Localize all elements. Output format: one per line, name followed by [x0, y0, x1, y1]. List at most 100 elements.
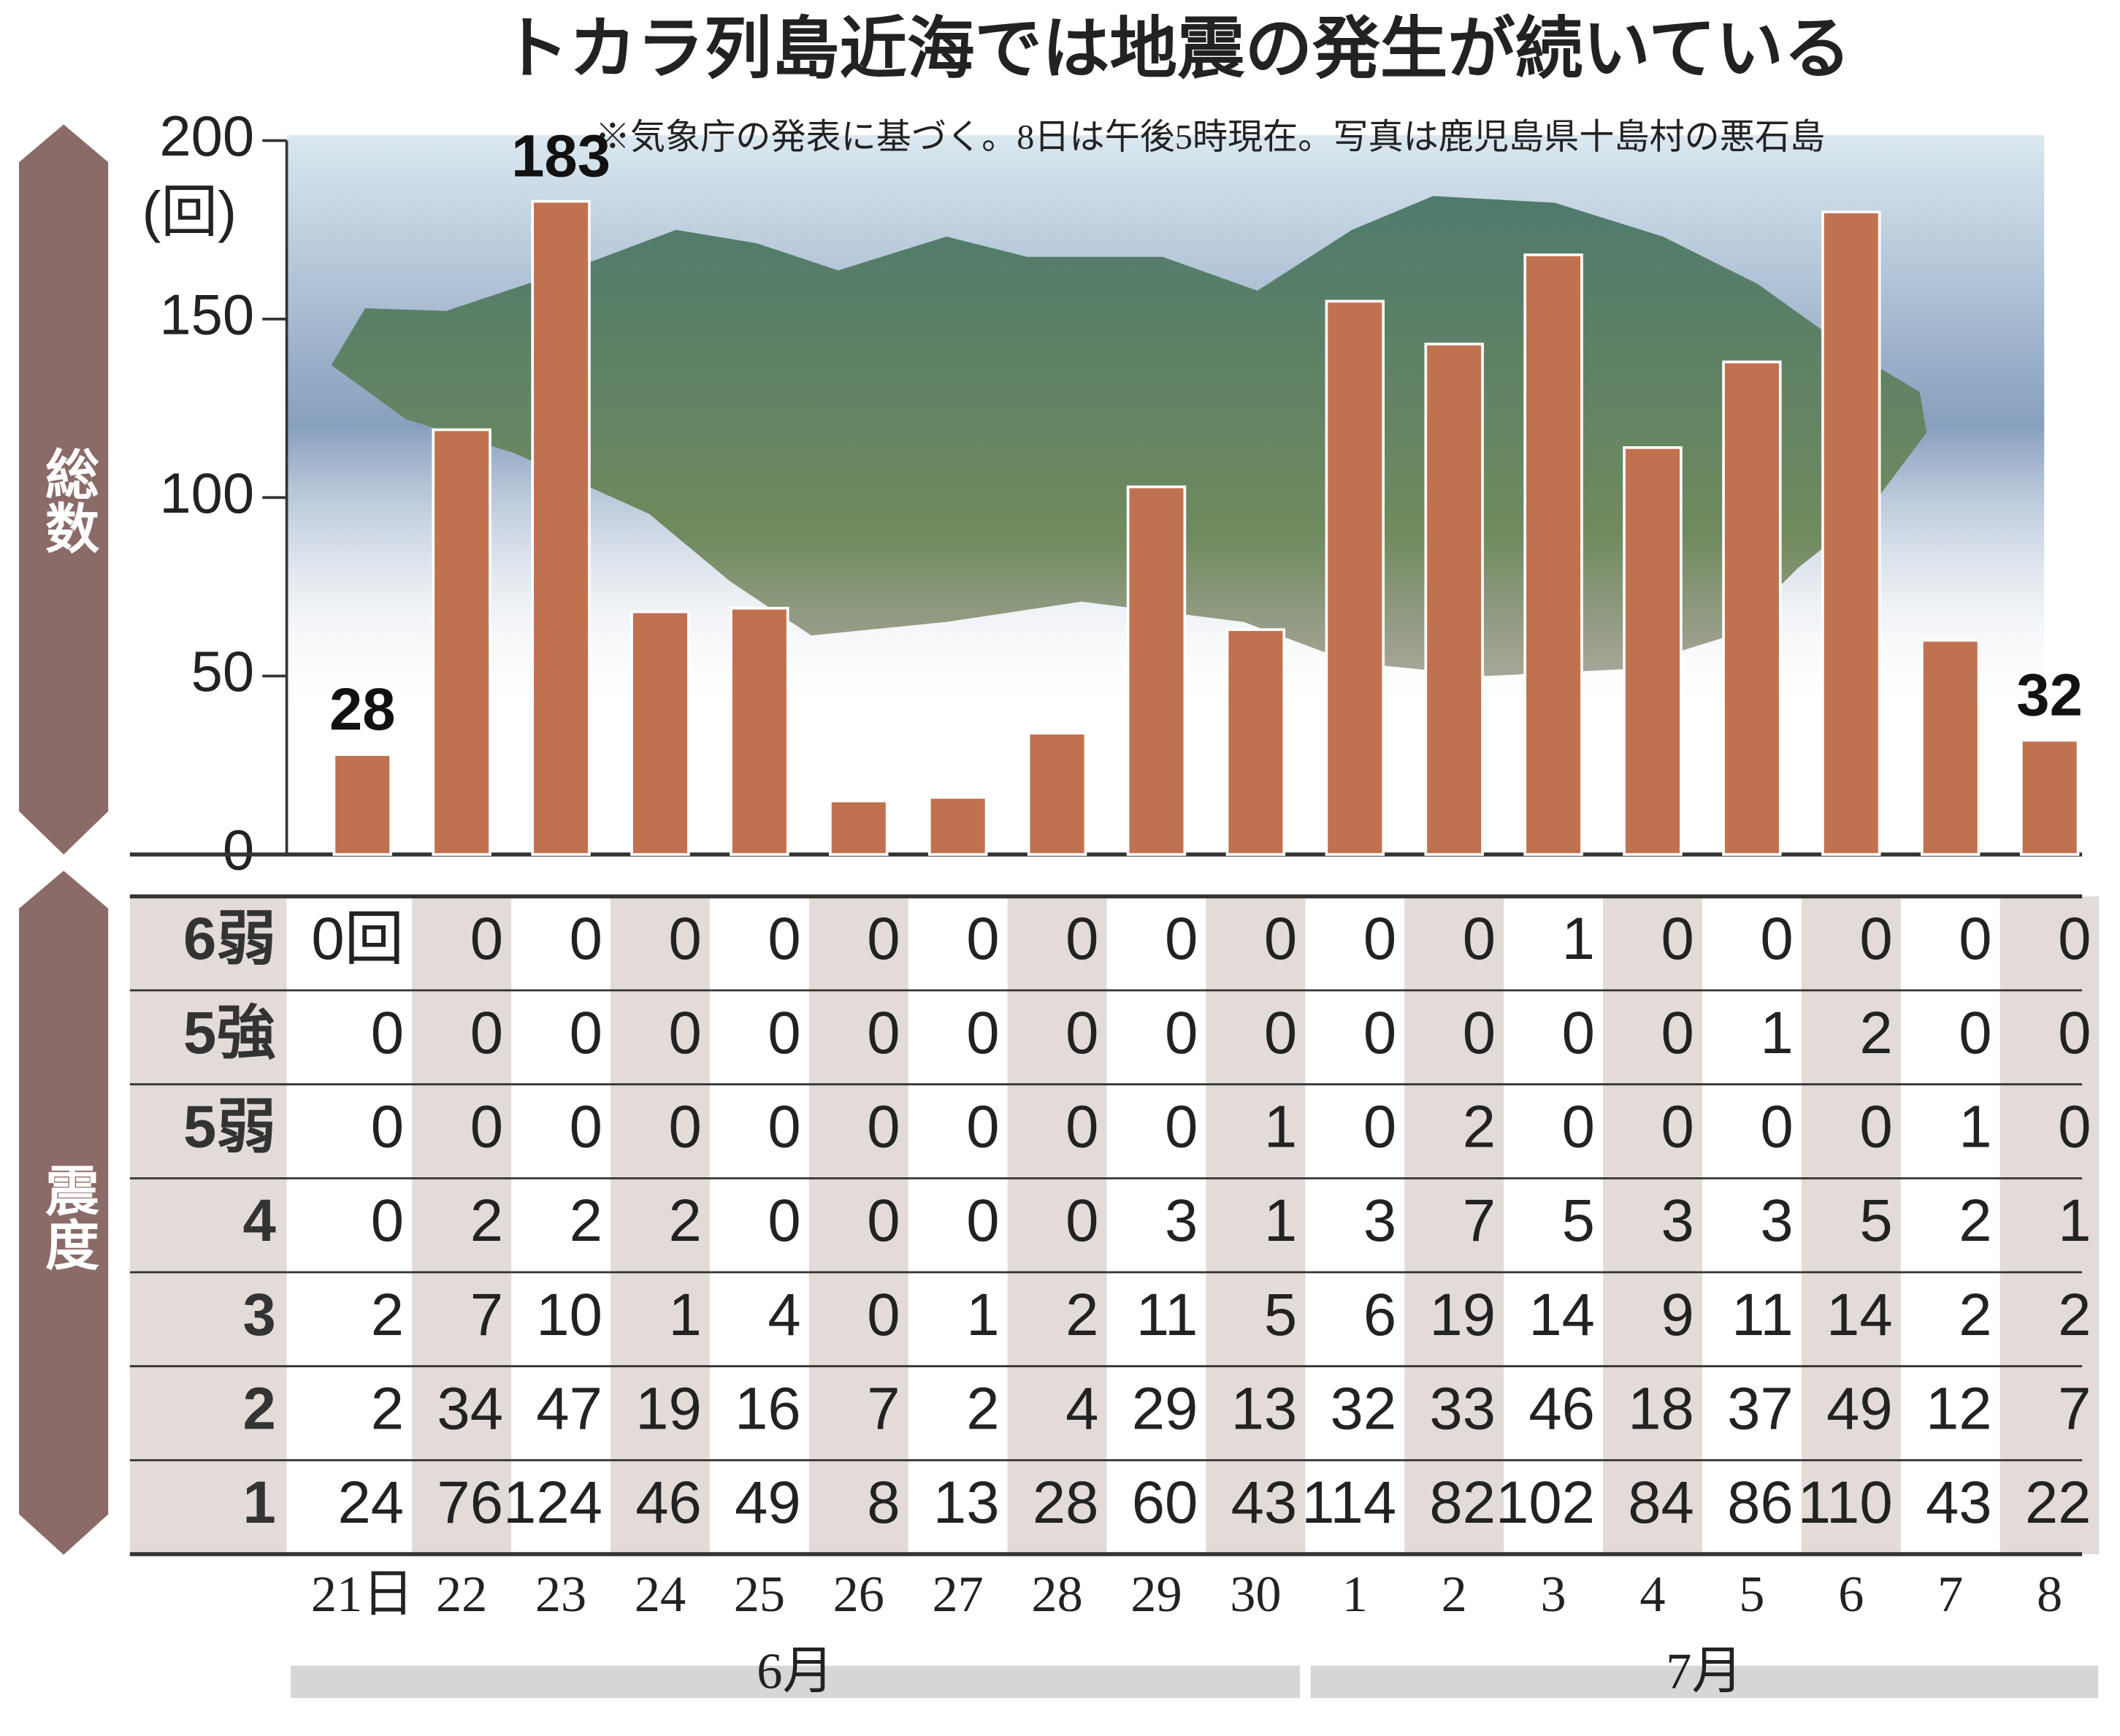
table-cell: 0: [1065, 906, 1098, 972]
table-cell: 0: [470, 1000, 503, 1066]
month-band: [1310, 1665, 2099, 1699]
row-label: 5弱: [183, 1094, 276, 1160]
table-cell: 12: [1926, 1376, 1992, 1442]
month-label: 7月: [1666, 1643, 1743, 1700]
table-cell: 102: [1496, 1469, 1595, 1536]
table-cell: 0: [470, 1094, 503, 1160]
table-cell: 13: [933, 1469, 1000, 1536]
table-cell: 0: [867, 906, 900, 972]
bar: [1325, 299, 1385, 856]
x-tick-label: 3: [1541, 1566, 1566, 1623]
table-cell: 7: [867, 1376, 900, 1442]
bar: [1523, 253, 1583, 856]
bar: [332, 753, 392, 856]
table-cell: 0: [1165, 1094, 1198, 1160]
x-tick-label: 30: [1230, 1566, 1281, 1623]
table-cell: 1: [1959, 1094, 1991, 1160]
table-cell: 0: [1463, 1000, 1496, 1066]
bar: [1027, 731, 1087, 856]
table-cell: 3: [1661, 1188, 1694, 1254]
table-cell: 0: [371, 1094, 404, 1160]
table-cell: 1: [1264, 1094, 1297, 1160]
x-tick-label: 7: [1937, 1566, 1963, 1623]
x-tick-label: 5: [1739, 1566, 1764, 1623]
bar: [730, 606, 789, 856]
row-label: 4: [242, 1188, 275, 1254]
table-col-bg: [1007, 896, 1107, 1555]
table-cell: 0: [1959, 1000, 1991, 1066]
table-cell: 0: [570, 906, 602, 972]
table-cell: 11: [1731, 1282, 1794, 1348]
table-cell: 1: [2058, 1188, 2091, 1254]
table-cell: 43: [1231, 1469, 1298, 1536]
table-cell: 3: [1165, 1188, 1198, 1254]
table-cell: 9: [1661, 1282, 1694, 1348]
table-cell: 7: [470, 1282, 503, 1348]
y-axis-label: 総数: [38, 446, 99, 554]
table-cell: 14: [1528, 1282, 1595, 1348]
table-cell: 49: [1826, 1376, 1893, 1442]
bar: [1920, 638, 1981, 856]
table-cell: 13: [1231, 1376, 1298, 1442]
row-label: 2: [242, 1376, 275, 1442]
table-cell: 2: [570, 1188, 602, 1254]
table-cell: 0: [768, 1000, 800, 1066]
table-cell: 2: [371, 1282, 404, 1348]
table-cell: 0: [867, 1000, 900, 1066]
table-col-bg: [611, 896, 710, 1555]
table-cell: 0: [1165, 906, 1198, 972]
table-cell: 0: [1760, 906, 1793, 972]
table-cell: 4: [768, 1282, 800, 1348]
bar: [1722, 360, 1782, 856]
table-cell: 0: [1661, 1000, 1694, 1066]
table-cell: 0: [768, 906, 800, 972]
table-cell: 5: [1562, 1188, 1595, 1254]
table-cell: 47: [536, 1376, 602, 1442]
bar: [1225, 628, 1286, 856]
x-tick-label: 6: [1838, 1566, 1864, 1623]
table-cell: 24: [338, 1469, 405, 1536]
table-cell: 2: [1959, 1188, 1991, 1254]
x-tick-label: 27: [933, 1566, 984, 1623]
x-tick-label: 22: [436, 1566, 487, 1623]
bar: [829, 799, 889, 856]
table-cell: 0: [2058, 1000, 2091, 1066]
table-cell: 7: [2058, 1376, 2091, 1442]
table-cell: 49: [735, 1469, 801, 1536]
table-cell: 114: [1301, 1469, 1396, 1536]
table-col-bg: [808, 896, 908, 1555]
table-cell: 86: [1727, 1469, 1794, 1536]
table-cell: 2: [1959, 1282, 1991, 1348]
table-cell: 0: [669, 906, 702, 972]
table-cell: 0: [1463, 906, 1496, 972]
table-cell: 16: [735, 1376, 801, 1442]
table-col-bg: [412, 896, 512, 1555]
bar: [2019, 738, 2080, 856]
table-cell: 32: [1331, 1376, 1397, 1442]
table-cell: 0: [1661, 906, 1694, 972]
table-cell: 33: [1429, 1376, 1496, 1442]
table-cell: 0: [966, 906, 999, 972]
table-cell: 1: [669, 1282, 702, 1348]
table-cell: 1: [1264, 1188, 1297, 1254]
chart-subtitle: ※気象庁の発表に基づく。8日は午後5時現在。写真は鹿児島県十島村の悪石島: [595, 118, 1825, 157]
table-cell: 0: [2058, 906, 2091, 972]
bar: [1126, 485, 1187, 856]
table-title: 震度: [38, 1163, 99, 1271]
x-tick-label: 21日: [311, 1566, 414, 1623]
table-cell: 1: [1760, 1000, 1793, 1066]
table-cell: 2: [966, 1376, 999, 1442]
table-cell: 0: [1562, 1094, 1595, 1160]
table-cell: 0: [470, 906, 503, 972]
table-cell: 5: [1859, 1188, 1892, 1254]
row-label: 3: [242, 1282, 275, 1348]
x-tick-label: 25: [734, 1566, 785, 1623]
table-cell: 2: [2058, 1282, 2091, 1348]
table-cell: 0: [867, 1094, 900, 1160]
table-cell: 0: [966, 1000, 999, 1066]
table-cell: 0: [371, 1188, 404, 1254]
bar: [432, 428, 491, 856]
table-cell: 0: [1859, 1094, 1892, 1160]
x-tick-label: 24: [635, 1566, 686, 1623]
table-cell: 0: [669, 1094, 702, 1160]
